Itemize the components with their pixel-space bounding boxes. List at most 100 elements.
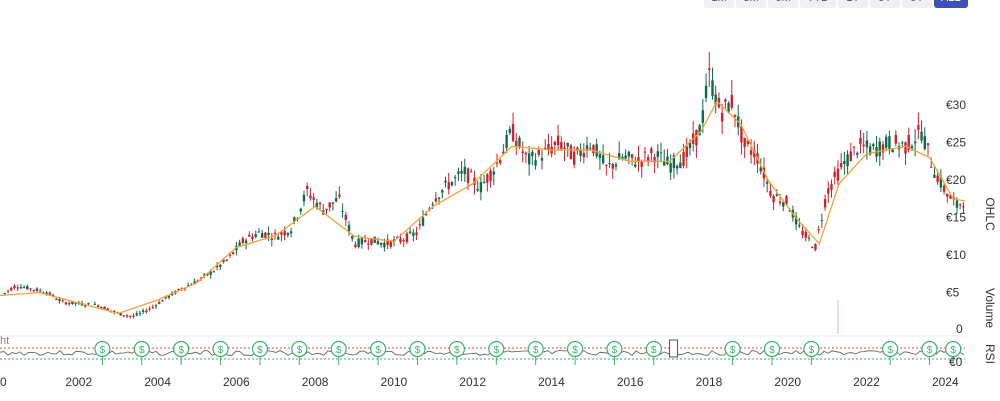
candle-body — [441, 190, 444, 193]
dividend-marker-icon[interactable] — [251, 340, 269, 358]
candle-body — [135, 313, 138, 316]
dividend-marker-icon[interactable] — [291, 340, 308, 358]
candle-body — [431, 204, 434, 206]
candle-body — [141, 310, 145, 312]
candle-body — [244, 240, 248, 244]
x-tick-label: 2012 — [459, 375, 486, 389]
candle-body — [733, 114, 737, 117]
candle-body — [624, 155, 627, 159]
candle-body — [48, 292, 52, 295]
candle-body — [888, 136, 891, 150]
candle-body — [96, 305, 100, 307]
dividend-marker-icon[interactable] — [370, 340, 387, 358]
candle-body — [682, 151, 685, 166]
candle-body — [264, 232, 267, 238]
candle-body — [852, 146, 856, 148]
candle-body — [811, 247, 814, 249]
candle-body — [273, 232, 277, 234]
dividend-marker-icon[interactable] — [945, 340, 962, 358]
dividend-marker-label: $ — [730, 345, 736, 356]
dividend-marker-icon[interactable] — [921, 340, 938, 358]
candle-body — [746, 141, 750, 144]
dividend-marker-icon[interactable] — [409, 340, 426, 358]
dividend-marker-icon[interactable] — [606, 340, 623, 358]
candle-body — [248, 234, 251, 237]
candle-body — [958, 204, 962, 206]
dividend-marker-icon[interactable] — [527, 340, 544, 358]
dividend-marker-label: $ — [336, 345, 342, 356]
candle-body — [148, 308, 151, 310]
range-button-3y[interactable]: 3Y — [870, 0, 900, 8]
x-tick-label: 2018 — [696, 375, 723, 389]
dividend-marker-icon[interactable] — [488, 340, 505, 358]
dividend-marker-label: $ — [950, 345, 956, 356]
dividend-marker-icon[interactable] — [882, 340, 899, 358]
dividend-marker-icon[interactable] — [330, 340, 347, 358]
range-button-3m[interactable]: 3M — [736, 0, 766, 8]
y-tick-label: €10 — [946, 248, 966, 262]
candle-body — [695, 129, 698, 146]
dividend-marker-label: $ — [375, 345, 381, 356]
range-button-6m[interactable]: 6M — [768, 0, 798, 8]
range-button-all[interactable]: ALL — [934, 0, 968, 8]
candle-body — [827, 188, 830, 194]
candle-body — [177, 288, 180, 291]
candle-body — [260, 233, 264, 238]
dividend-marker-label: $ — [887, 345, 893, 356]
candle-body — [614, 164, 618, 167]
candle-body — [293, 217, 296, 222]
dividend-marker-icon[interactable] — [212, 340, 229, 358]
candle-body — [878, 141, 881, 156]
candle-body — [203, 274, 206, 276]
candle-body — [222, 259, 225, 262]
candle-body — [498, 160, 502, 164]
candle-body — [637, 157, 640, 162]
candle-body — [643, 151, 647, 153]
candle-body — [598, 153, 602, 159]
candle-body — [386, 239, 389, 246]
candle-body — [209, 271, 212, 275]
candle-body — [646, 157, 650, 162]
dividend-marker-label: $ — [415, 345, 421, 356]
candle-body — [618, 152, 621, 160]
candle-body — [685, 146, 688, 158]
candle-body — [839, 163, 843, 168]
ohlc-pane-label: OHLC — [983, 197, 997, 231]
candle-body — [634, 164, 637, 167]
dividend-marker-icon[interactable] — [133, 340, 150, 358]
range-button-1m[interactable]: 1M — [704, 0, 734, 8]
range-button-ytd[interactable]: YTD — [800, 0, 836, 8]
candle-body — [521, 151, 524, 154]
candle-body — [865, 140, 869, 148]
candle-body — [328, 202, 331, 208]
candle-body — [344, 214, 347, 220]
candle-body — [582, 153, 586, 158]
event-marker[interactable] — [669, 339, 679, 358]
dividend-marker-icon[interactable] — [94, 340, 111, 358]
candle-body — [138, 312, 142, 314]
candle-body — [859, 137, 862, 144]
candle-body — [434, 198, 438, 202]
dividend-marker-icon[interactable] — [645, 340, 662, 358]
dividend-marker-icon[interactable] — [566, 340, 584, 358]
dividend-marker-icon[interactable] — [763, 340, 781, 358]
candle-body — [354, 244, 357, 247]
candle-body — [476, 188, 479, 191]
candle-body — [817, 229, 820, 231]
candle-body — [492, 171, 495, 175]
range-button-1y[interactable]: 1Y — [838, 0, 868, 8]
dividend-marker-icon[interactable] — [724, 340, 741, 358]
volume-pane — [0, 300, 965, 337]
candle-body — [901, 142, 904, 144]
candle-body — [463, 166, 467, 175]
dividend-marker-icon[interactable] — [448, 340, 465, 358]
x-tick-label: 2008 — [302, 375, 329, 389]
candle-body — [193, 281, 196, 285]
range-button-5y[interactable]: 5Y — [902, 0, 932, 8]
dividend-marker-icon[interactable] — [173, 340, 190, 358]
dividend-marker-icon[interactable] — [803, 340, 820, 358]
candle-body — [663, 161, 666, 166]
candle-body — [534, 160, 537, 166]
candle-body — [334, 198, 338, 202]
candle-body — [933, 174, 936, 178]
